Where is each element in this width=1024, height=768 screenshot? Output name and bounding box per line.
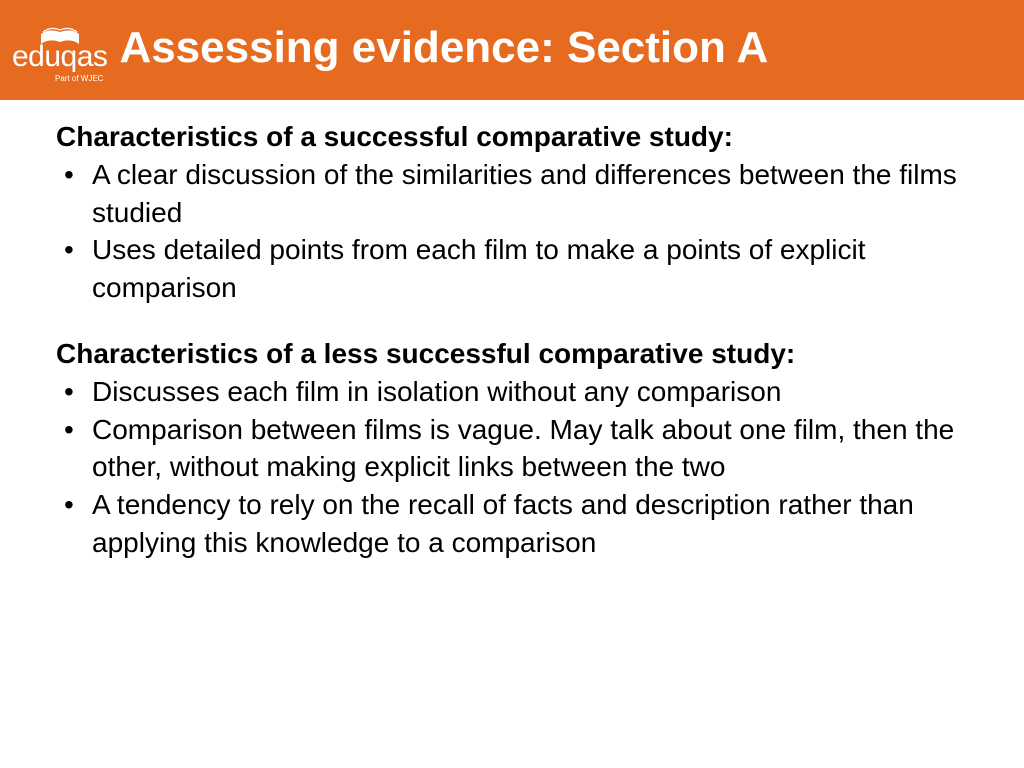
logo-subtext: Part of WJEC bbox=[55, 74, 107, 83]
logo-wordmark: eduqas bbox=[12, 42, 107, 72]
list-item: A clear discussion of the similarities a… bbox=[92, 156, 974, 232]
bullet-list: Discusses each film in isolation without… bbox=[56, 373, 974, 562]
section-heading: Characteristics of a successful comparat… bbox=[56, 118, 974, 156]
eduqas-logo: eduqas Part of WJEC bbox=[12, 26, 107, 83]
section-heading: Characteristics of a less successful com… bbox=[56, 335, 974, 373]
bullet-list: A clear discussion of the similarities a… bbox=[56, 156, 974, 307]
list-item: Uses detailed points from each film to m… bbox=[92, 231, 974, 307]
list-item: Comparison between films is vague. May t… bbox=[92, 411, 974, 487]
list-item: Discusses each film in isolation without… bbox=[92, 373, 974, 411]
slide-title: Assessing evidence: Section A bbox=[119, 23, 768, 73]
slide-header: eduqas Part of WJEC Assessing evidence: … bbox=[0, 0, 1024, 100]
list-item: A tendency to rely on the recall of fact… bbox=[92, 486, 974, 562]
slide-content: Characteristics of a successful comparat… bbox=[0, 100, 1024, 562]
